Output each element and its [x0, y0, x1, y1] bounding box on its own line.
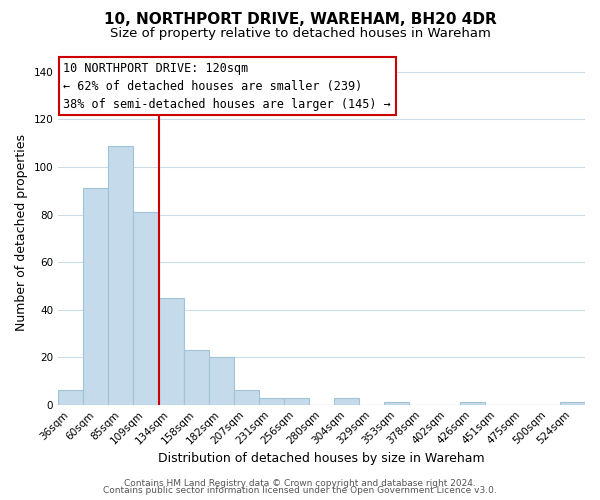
Text: Size of property relative to detached houses in Wareham: Size of property relative to detached ho…: [110, 28, 490, 40]
Bar: [83, 188, 109, 404]
Bar: [209, 357, 234, 405]
Bar: [109, 146, 133, 404]
Bar: [284, 398, 309, 404]
Bar: [334, 398, 359, 404]
Bar: [385, 402, 409, 404]
Text: Contains HM Land Registry data © Crown copyright and database right 2024.: Contains HM Land Registry data © Crown c…: [124, 478, 476, 488]
Bar: [184, 350, 209, 405]
Bar: [234, 390, 259, 404]
Bar: [460, 402, 485, 404]
Bar: [560, 402, 585, 404]
Bar: [259, 398, 284, 404]
Text: Contains public sector information licensed under the Open Government Licence v3: Contains public sector information licen…: [103, 486, 497, 495]
Bar: [133, 212, 158, 404]
X-axis label: Distribution of detached houses by size in Wareham: Distribution of detached houses by size …: [158, 452, 485, 465]
Y-axis label: Number of detached properties: Number of detached properties: [15, 134, 28, 331]
Text: 10 NORTHPORT DRIVE: 120sqm
← 62% of detached houses are smaller (239)
38% of sem: 10 NORTHPORT DRIVE: 120sqm ← 62% of deta…: [64, 62, 391, 110]
Text: 10, NORTHPORT DRIVE, WAREHAM, BH20 4DR: 10, NORTHPORT DRIVE, WAREHAM, BH20 4DR: [104, 12, 496, 28]
Bar: [158, 298, 184, 405]
Bar: [58, 390, 83, 404]
